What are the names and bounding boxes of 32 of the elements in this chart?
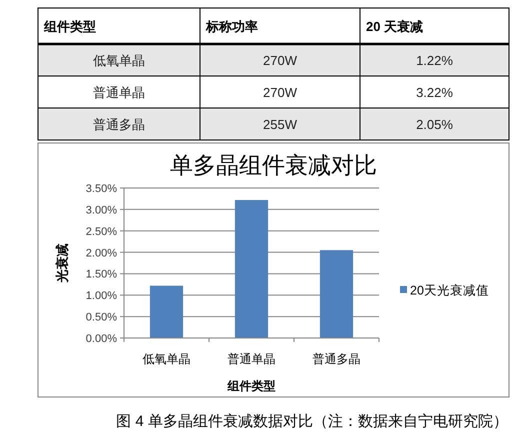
y-tick-label: 1.50%: [86, 268, 118, 281]
category-label: 标称功率: [205, 19, 258, 34]
x-tick-label: 普通多晶: [312, 352, 360, 366]
y-tick-label: 2.50%: [86, 226, 118, 238]
x-axis-title: 组件类型: [226, 379, 276, 393]
y-tick-label: 3.00%: [86, 204, 118, 216]
x-tick-label: 普通单晶: [228, 352, 276, 366]
text: 普通多晶: [93, 117, 145, 132]
y-tick-label: 2.00%: [86, 247, 118, 260]
category-label: 组件类型: [43, 19, 96, 34]
legend: 20天光衰减值: [400, 284, 489, 298]
y-tick-label: 0.50%: [86, 312, 118, 324]
text: 255W: [263, 117, 297, 132]
text: 1.22%: [416, 53, 453, 68]
category-label: 20 天衰减: [366, 19, 424, 34]
text: 3.22%: [416, 85, 453, 100]
bar: [320, 250, 354, 338]
legend-label: 20天光衰减值: [410, 282, 489, 298]
bar: [150, 286, 184, 338]
y-axis-title: 光衰减: [54, 244, 70, 284]
caption: 图 4 单多晶组件衰减数据对比（注：数据来自宁电研究院）: [116, 413, 508, 430]
y-tick-label: 3.50%: [86, 183, 118, 195]
bar: [234, 200, 268, 338]
y-tick-label: 0.00%: [86, 333, 118, 345]
chart-title: 单多晶组件衰减对比: [170, 152, 377, 178]
text: 270W: [263, 53, 297, 68]
y-tick-label: 1.00%: [86, 290, 118, 302]
text: 普通单晶: [93, 85, 145, 100]
x-tick-label: 低氧单晶: [142, 352, 190, 366]
text: 低氧单晶: [93, 53, 145, 68]
text: 2.05%: [416, 117, 453, 132]
text: 270W: [263, 85, 297, 100]
